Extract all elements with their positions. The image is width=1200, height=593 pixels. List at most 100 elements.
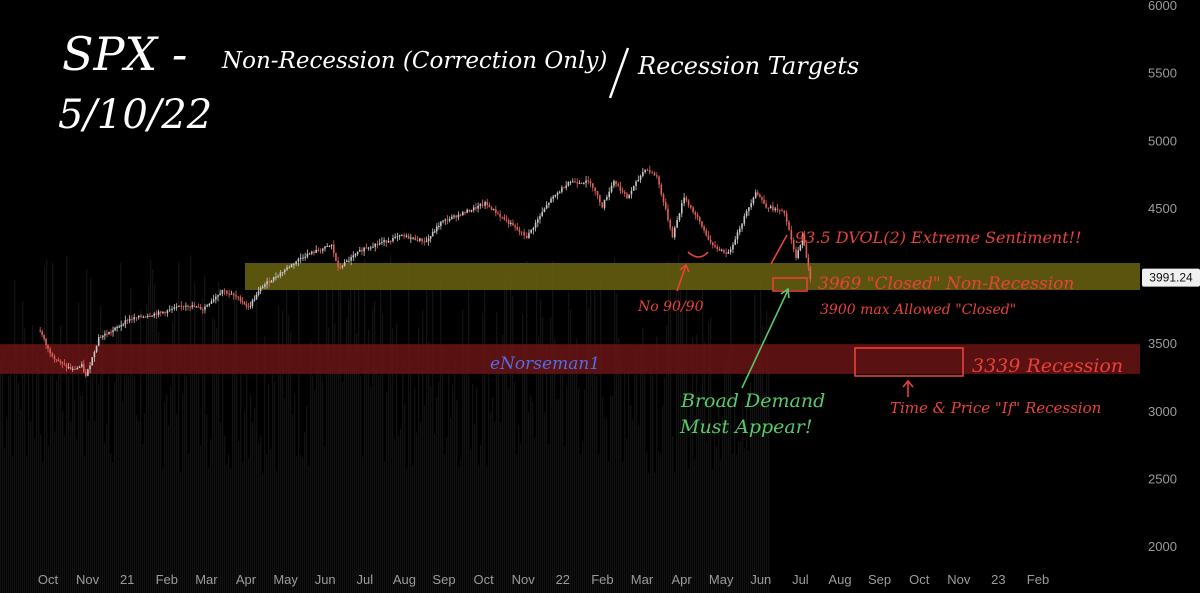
candle-body [317, 249, 320, 251]
title-part-2: Recession Targets [637, 52, 859, 80]
volume-bar [702, 264, 704, 593]
candle-body [528, 232, 530, 239]
candle-body [247, 306, 250, 308]
volume-bar [84, 455, 86, 593]
volume-bar [42, 461, 44, 593]
candle-body [89, 365, 91, 370]
price-series [39, 165, 812, 378]
candle-body [772, 206, 774, 211]
volume-bar [530, 395, 532, 593]
volume-bar [440, 276, 442, 593]
volume-bar [368, 329, 370, 593]
volume-bar [400, 428, 402, 593]
candle-body [563, 187, 565, 189]
candle-body [151, 315, 153, 317]
volume-bar [384, 461, 386, 593]
volume-bar [416, 432, 418, 593]
volume-bar [116, 323, 118, 593]
candle-body [241, 301, 244, 303]
volume-bar [390, 255, 392, 593]
candle-body [76, 367, 79, 370]
candle-body [114, 327, 116, 331]
x-tick-label: Nov [947, 572, 971, 587]
candle-body [126, 320, 129, 322]
volume-bar [402, 356, 404, 593]
candle-body [272, 276, 275, 281]
volume-bar [648, 472, 650, 593]
volume-bar [622, 461, 624, 593]
x-tick-label: 23 [991, 572, 1005, 587]
volume-bar [494, 422, 496, 593]
candle-body [446, 219, 449, 221]
candle-body [319, 250, 322, 252]
volume-bar [336, 372, 338, 593]
candle-body [477, 205, 479, 209]
volume-bar [388, 370, 390, 593]
x-tick-label: Oct [38, 572, 59, 587]
volume-bar [746, 400, 748, 593]
volume-bar [526, 260, 528, 593]
candle-body [410, 237, 412, 239]
candle-body [310, 251, 313, 254]
volume-bar [582, 441, 584, 593]
candle-body [199, 306, 202, 310]
candle-body [765, 203, 767, 208]
volume-bar [392, 328, 394, 593]
volume-bar [602, 397, 604, 593]
candle-body [43, 334, 45, 339]
candle-body [195, 306, 198, 308]
x-tick-label: Oct [909, 572, 930, 587]
volume-bar [246, 365, 248, 593]
candle-body [361, 250, 363, 252]
volume-bar [58, 351, 60, 593]
x-tick-label: Jun [315, 572, 336, 587]
zone-non-recession [245, 262, 1140, 291]
volume-bar [48, 446, 50, 593]
volume-bar [158, 332, 160, 593]
candle-body [363, 247, 365, 252]
volume-bar [192, 372, 194, 593]
candle-body [343, 262, 346, 266]
candle-body [601, 202, 603, 208]
candle-body [223, 290, 226, 292]
volume-bar [256, 299, 258, 593]
candle-body [162, 312, 164, 314]
candle-body [455, 215, 458, 218]
volume-bar [182, 393, 184, 593]
candle-body [696, 214, 699, 218]
volume-bar [466, 351, 468, 593]
candle-body [116, 326, 118, 328]
volume-bar [710, 317, 712, 593]
candle-body [419, 238, 421, 241]
volume-bar [40, 434, 42, 593]
volume-bar [594, 282, 596, 593]
candle-body [140, 315, 142, 317]
volume-bar [68, 374, 70, 593]
volume-bar [554, 338, 556, 593]
candle-body [257, 291, 260, 295]
candle-body [367, 247, 370, 249]
volume-bar [290, 332, 292, 593]
volume-bar [456, 400, 458, 593]
volume-bar [704, 341, 706, 593]
volume-bar [122, 401, 124, 593]
volume-bar [362, 456, 364, 593]
volume-bar [418, 328, 420, 593]
volume-bar [134, 376, 136, 593]
volume-bar [112, 462, 114, 593]
candle-body [82, 364, 85, 373]
volume-bar [656, 336, 658, 593]
volume-bar [572, 356, 574, 593]
candle-body [646, 169, 649, 171]
volume-bar [216, 327, 218, 593]
volume-bar [502, 334, 504, 593]
volume-bar [520, 443, 522, 593]
candle-body [743, 216, 746, 224]
candle-body [74, 368, 76, 370]
volume-bar [432, 290, 434, 593]
volume-bar [88, 420, 90, 593]
volume-bar [76, 439, 78, 593]
annotation-recession-target: 3339 Recession [972, 355, 1123, 377]
volume-bar [716, 446, 718, 593]
volume-bar [98, 384, 100, 593]
